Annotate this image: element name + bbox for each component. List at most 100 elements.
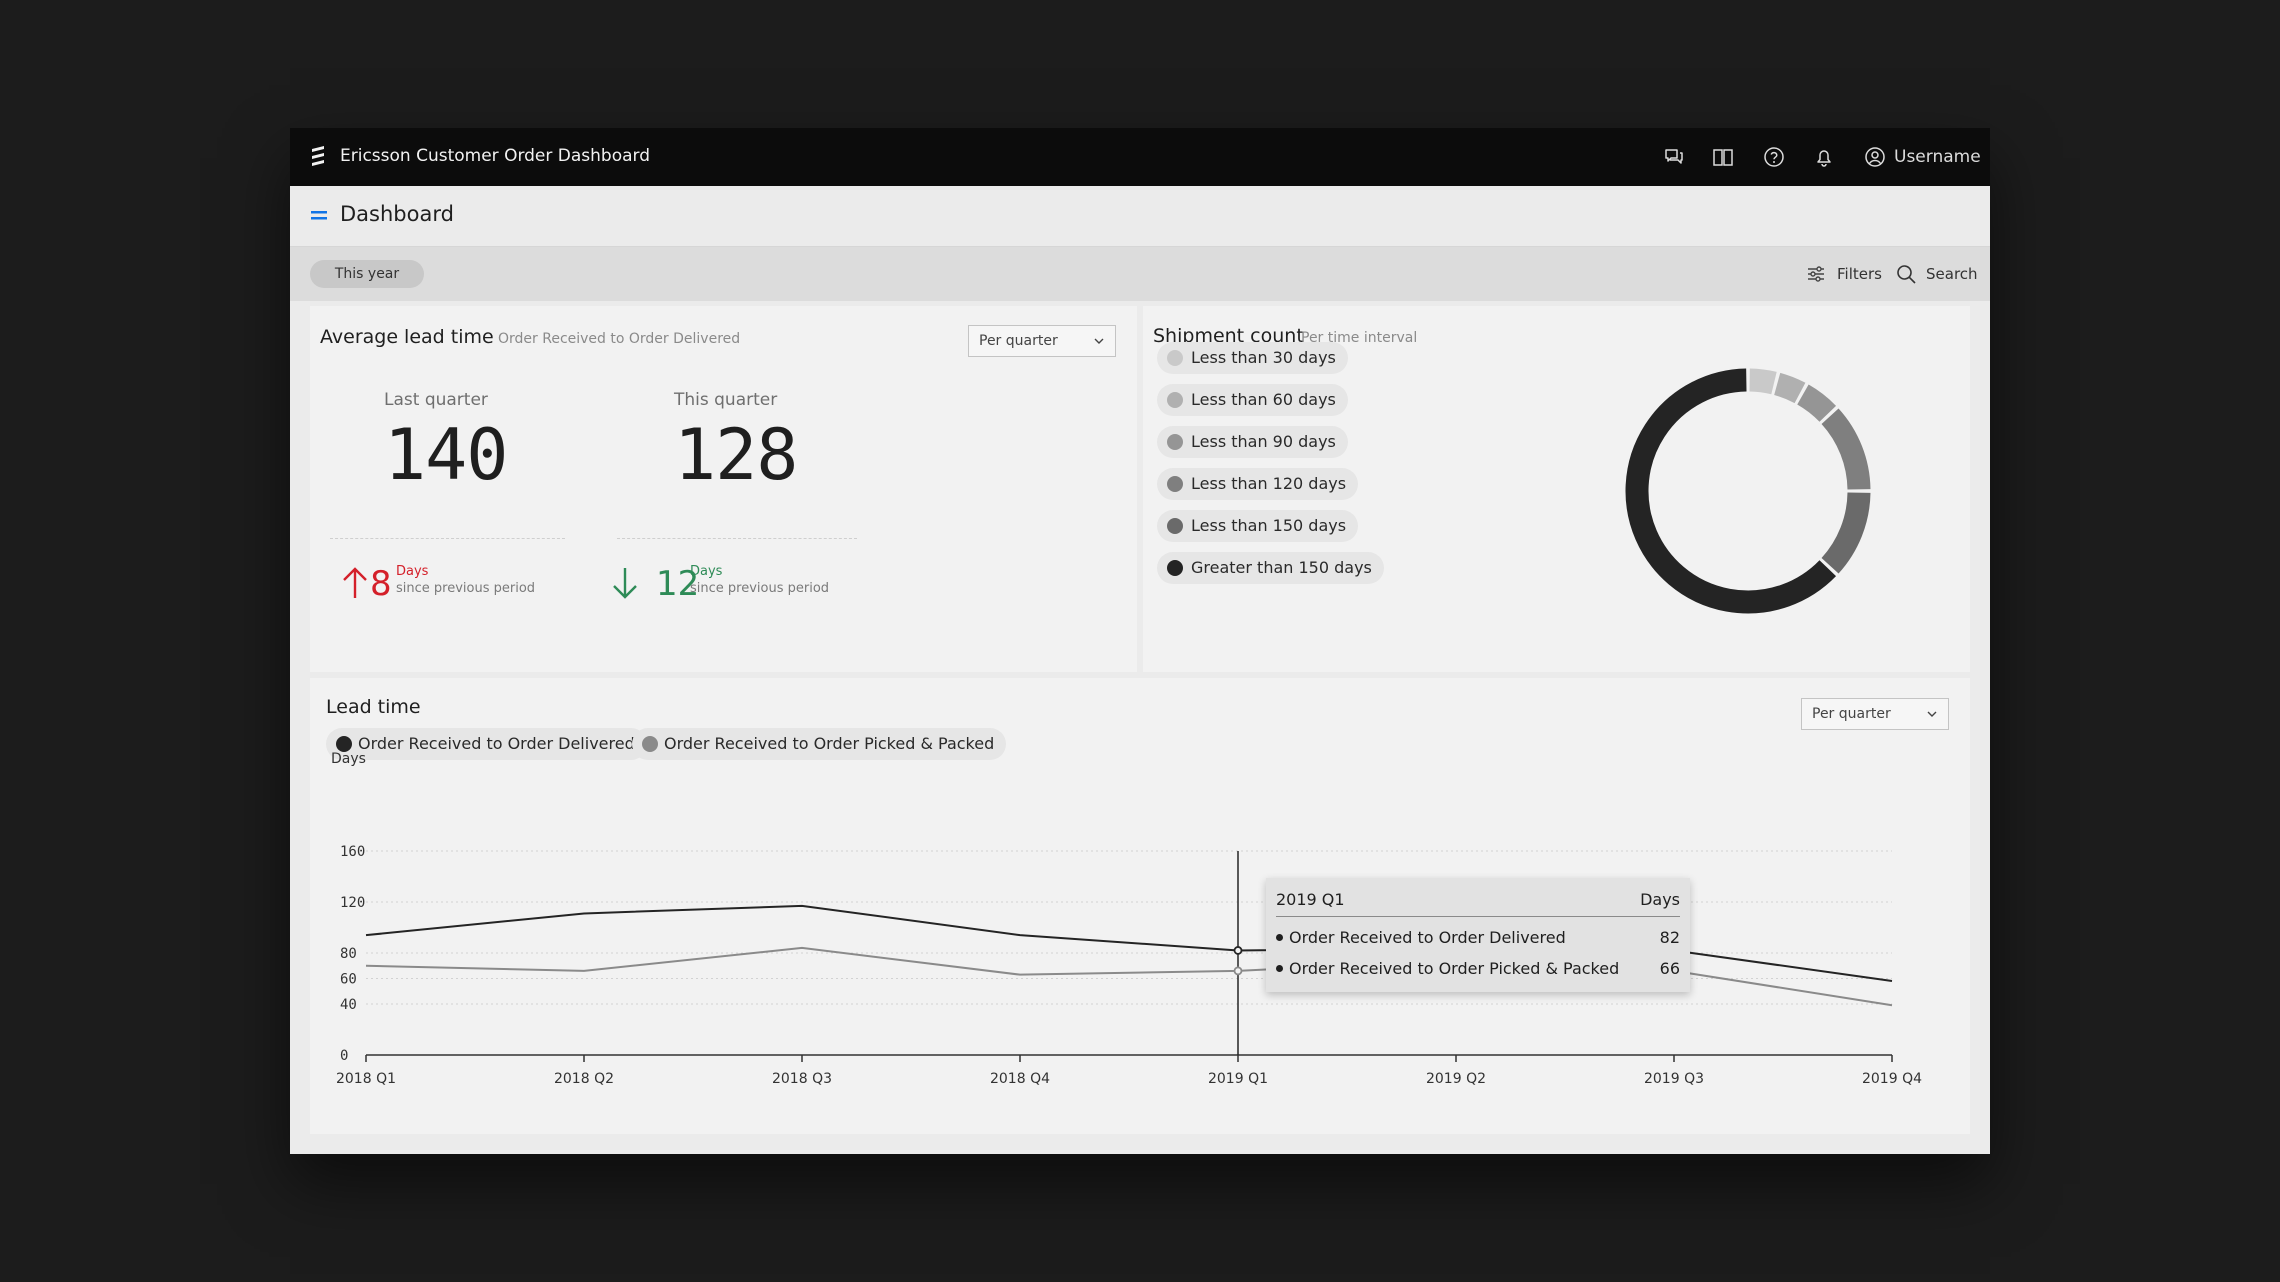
bell-icon[interactable] xyxy=(1813,146,1835,168)
kpi-divider xyxy=(330,538,565,539)
y-tick-label: 80 xyxy=(340,946,357,962)
donut-slice[interactable] xyxy=(1796,384,1837,423)
last-quarter-value: 140 xyxy=(384,414,508,496)
x-tick-label: 2019 Q2 xyxy=(1426,1071,1486,1087)
period-pill[interactable]: This year xyxy=(310,260,424,288)
legend-dot xyxy=(1167,434,1183,450)
username-link[interactable]: Username xyxy=(1894,147,1981,167)
avg-lead-time-card: Average lead time Order Received to Orde… xyxy=(310,306,1137,672)
legend-dot xyxy=(1167,560,1183,576)
this-quarter-delta-unit: Days xyxy=(690,564,723,579)
legend-label: Order Received to Order Delivered xyxy=(358,734,635,753)
legend-label: Less than 30 days xyxy=(1191,348,1336,367)
legend-delivered[interactable]: Order Received to Order Delivered xyxy=(326,728,647,760)
select-value: Per quarter xyxy=(1812,706,1891,722)
app-title: Ericsson Customer Order Dashboard xyxy=(340,146,651,166)
tooltip-row: Order Received to Order Delivered 82 xyxy=(1276,926,1680,950)
y-axis-label: Days xyxy=(331,751,366,767)
lead-time-title: Lead time xyxy=(326,696,421,718)
y-tick-label: 0 xyxy=(340,1048,348,1064)
shipment-legend-item[interactable]: Less than 90 days xyxy=(1157,426,1348,458)
shipment-legend-item[interactable]: Less than 150 days xyxy=(1157,510,1359,542)
y-tick-label: 40 xyxy=(340,997,357,1013)
donut-slice[interactable] xyxy=(1625,368,1837,614)
shipment-legend-item[interactable]: Less than 60 days xyxy=(1157,384,1348,416)
legend-dot xyxy=(1167,476,1183,492)
donut-slice[interactable] xyxy=(1821,408,1871,490)
this-quarter-delta-caption: since previous period xyxy=(690,581,830,596)
legend-dot xyxy=(642,736,658,752)
help-icon[interactable] xyxy=(1763,146,1785,168)
legend-label: Greater than 150 days xyxy=(1191,558,1372,577)
filters-icon[interactable] xyxy=(1807,265,1825,283)
legend-label: Less than 90 days xyxy=(1191,432,1336,451)
tooltip-unit: Days xyxy=(1640,890,1680,909)
legend-picked-packed[interactable]: Order Received to Order Picked & Packed xyxy=(632,728,1007,760)
legend-label: Less than 60 days xyxy=(1191,390,1336,409)
top-bar: Ericsson Customer Order Dashboard Userna… xyxy=(290,128,1990,186)
chat-icon[interactable] xyxy=(1663,146,1685,168)
x-tick-label: 2018 Q3 xyxy=(772,1071,832,1087)
tooltip-header: 2019 Q1 Days xyxy=(1276,888,1680,917)
chart-tooltip: 2019 Q1 Days Order Received to Order Del… xyxy=(1266,878,1690,992)
tooltip-row-label: Order Received to Order Picked & Packed xyxy=(1289,959,1620,978)
avg-lead-time-period-select[interactable]: Per quarter xyxy=(968,325,1116,357)
shipment-donut-chart xyxy=(1625,368,1871,614)
shipment-legend-item[interactable]: Less than 120 days xyxy=(1157,468,1359,500)
avg-lead-time-subtitle: Order Received to Order Delivered xyxy=(498,331,741,347)
select-value: Per quarter xyxy=(979,333,1058,349)
shipment-count-title: Shipment count xyxy=(1153,325,1304,347)
ericsson-logo-icon xyxy=(312,146,324,166)
x-tick-label: 2018 Q2 xyxy=(554,1071,614,1087)
legend-dot xyxy=(336,736,352,752)
filters-button[interactable]: Filters xyxy=(1837,265,1882,283)
donut-slice[interactable] xyxy=(1773,372,1806,404)
legend-dot xyxy=(1167,392,1183,408)
search-icon[interactable] xyxy=(1896,264,1916,284)
this-quarter-value: 128 xyxy=(674,414,798,496)
shipment-count-card: Shipment count Per time interval Less th… xyxy=(1143,306,1970,672)
y-tick-label: 60 xyxy=(340,972,357,988)
x-tick-label: 2019 Q1 xyxy=(1208,1071,1268,1087)
chevron-down-icon xyxy=(1927,711,1937,717)
filter-bar: This year Filters Search xyxy=(290,247,1990,301)
shipment-legend-item[interactable]: Less than 30 days xyxy=(1157,342,1348,374)
series-point[interactable] xyxy=(1233,966,1243,976)
tooltip-row-label: Order Received to Order Delivered xyxy=(1289,928,1566,947)
tooltip-dot xyxy=(1276,934,1283,941)
page-title: Dashboard xyxy=(340,202,454,226)
lead-time-period-select[interactable]: Per quarter xyxy=(1801,698,1949,730)
last-quarter-delta-caption: since previous period xyxy=(396,581,536,596)
series-point[interactable] xyxy=(1233,946,1243,955)
tooltip-row: Order Received to Order Picked & Packed … xyxy=(1276,957,1680,981)
this-quarter-delta: 12 xyxy=(656,564,700,604)
last-quarter-delta-unit: Days xyxy=(396,564,429,579)
tooltip-row-value: 82 xyxy=(1659,928,1680,947)
arrow-down-icon xyxy=(613,568,637,599)
x-tick-label: 2018 Q4 xyxy=(990,1071,1050,1087)
arrow-up-icon xyxy=(343,567,367,598)
legend-label: Order Received to Order Picked & Packed xyxy=(664,734,995,753)
lead-time-card: Lead time Per quarter Order Received to … xyxy=(310,678,1970,1134)
title-bar: Dashboard xyxy=(290,186,1990,247)
book-icon[interactable] xyxy=(1712,146,1734,168)
donut-slice[interactable] xyxy=(1749,368,1777,395)
avg-lead-time-title: Average lead time xyxy=(320,326,494,348)
lead-time-line-chart: Days 0 40 60 80 120 160 2018 Q1 2018 Q2 2018 Q3 20… xyxy=(331,751,1922,1087)
donut-slice[interactable] xyxy=(1821,492,1871,574)
tooltip-row-value: 66 xyxy=(1659,959,1680,978)
menu-icon[interactable] xyxy=(311,208,327,222)
last-quarter-label: Last quarter xyxy=(384,390,488,410)
legend-dot xyxy=(1167,518,1183,534)
legend-label: Less than 120 days xyxy=(1191,474,1347,493)
x-tick-label: 2019 Q3 xyxy=(1644,1071,1704,1087)
search-button[interactable]: Search xyxy=(1926,265,1978,283)
tooltip-dot xyxy=(1276,965,1283,972)
shipment-legend-item[interactable]: Greater than 150 days xyxy=(1157,552,1384,584)
x-tick-label: 2019 Q4 xyxy=(1862,1071,1922,1087)
legend-dot xyxy=(1167,350,1183,366)
user-icon[interactable] xyxy=(1864,146,1886,168)
tooltip-period: 2019 Q1 xyxy=(1276,890,1345,909)
kpi-divider xyxy=(617,538,857,539)
y-tick-label: 120 xyxy=(340,895,365,911)
